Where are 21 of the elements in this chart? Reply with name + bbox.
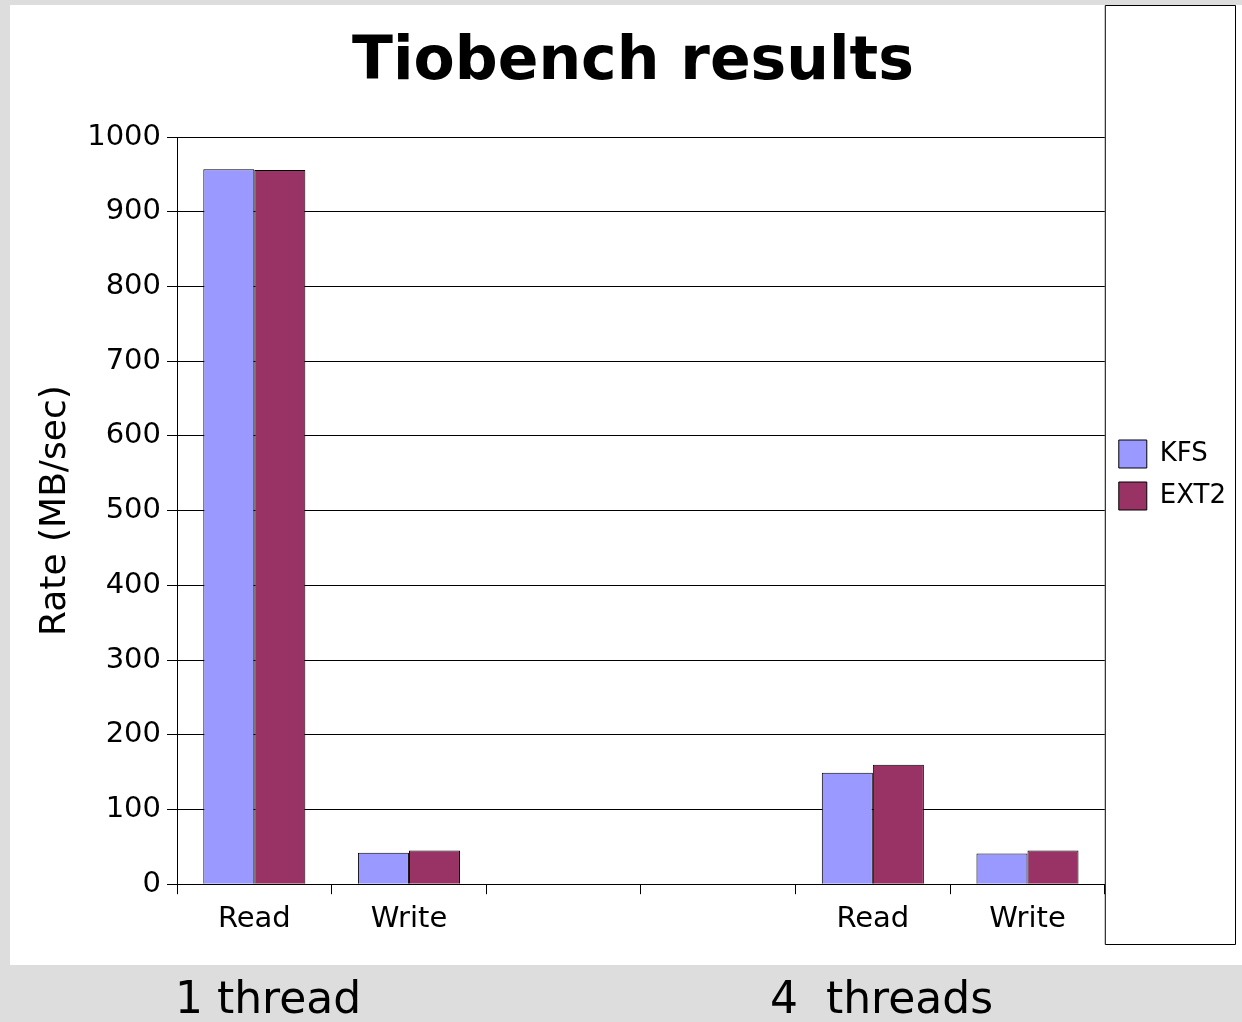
y-tick-label: 500: [105, 491, 161, 526]
y-axis-title: Rate (MB/sec): [31, 385, 73, 636]
y-tick-label: 100: [105, 790, 161, 825]
y-tick-label: 600: [105, 416, 161, 451]
y-tick-label: 400: [105, 565, 161, 600]
chart-title: Tiobench results: [352, 22, 914, 93]
y-tick-label: 0: [142, 864, 161, 899]
y-tick-label: 800: [105, 266, 161, 301]
x-tick-label: Write: [370, 900, 448, 935]
y-tick-label: 300: [105, 640, 161, 675]
y-tick-label: 900: [105, 192, 161, 227]
x-tick-label: Read: [836, 900, 910, 935]
legend-label: KFS: [1159, 436, 1208, 467]
x-tick-label: Write: [989, 900, 1066, 935]
x-tick-label: Read: [217, 900, 291, 935]
text: 4 threads: [770, 972, 994, 1022]
y-tick-label: 700: [105, 341, 161, 376]
y-tick-label: 1000: [87, 117, 161, 152]
legend-label: EXT2: [1159, 478, 1227, 509]
y-tick-label: 200: [105, 715, 161, 750]
text: 1 thread: [175, 972, 362, 1022]
